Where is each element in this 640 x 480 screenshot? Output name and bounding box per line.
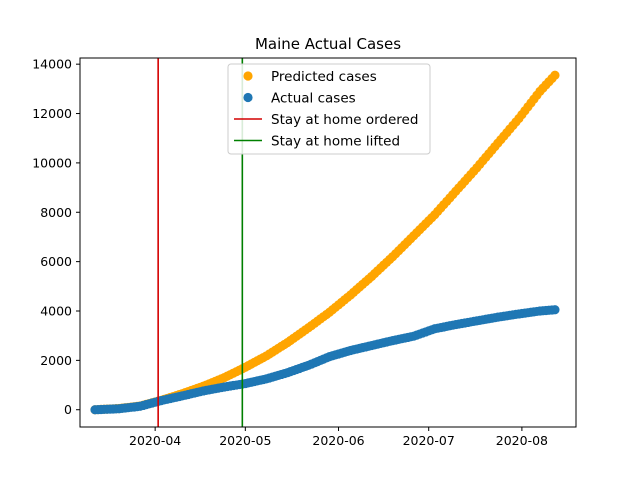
series-actual-cases <box>90 305 560 415</box>
legend-entry-predicted-cases: Predicted cases <box>243 69 377 85</box>
plot-layer <box>90 58 560 427</box>
y-tick-label: 10000 <box>32 155 72 170</box>
x-tick-label: 2020-08 <box>496 433 548 448</box>
legend-label: Actual cases <box>271 91 356 107</box>
legend-label: Predicted cases <box>271 69 377 85</box>
data-point <box>550 70 560 80</box>
y-tick-label: 0 <box>64 402 72 417</box>
legend-entry-stay-at-home-ordered: Stay at home ordered <box>234 112 418 128</box>
legend-marker <box>243 92 253 103</box>
data-point <box>550 305 560 315</box>
legend-marker <box>243 71 253 81</box>
y-tick-label: 14000 <box>32 57 72 72</box>
plot-frame <box>79 57 577 428</box>
chart-title: Maine Actual Cases <box>255 35 401 53</box>
axis-layer: 2020-04 2020-05 2020-06 2020-07 2020-08 0 2000… <box>32 57 548 448</box>
y-tick-label: 4000 <box>40 303 72 318</box>
legend-entry-stay-at-home-lifted: Stay at home lifted <box>234 134 400 150</box>
y-tick-label: 8000 <box>40 205 72 220</box>
legend: Predicted cases Actual cases Stay at home … <box>227 63 431 155</box>
legend-label: Stay at home lifted <box>271 134 400 150</box>
x-tick-label: 2020-06 <box>312 433 364 448</box>
y-tick-label: 12000 <box>32 106 72 121</box>
y-tick-label: 6000 <box>40 254 72 269</box>
x-tick-label: 2020-07 <box>403 433 455 448</box>
legend-box <box>227 63 431 155</box>
x-tick-label: 2020-04 <box>129 433 181 448</box>
x-tick-label: 2020-05 <box>219 433 271 448</box>
legend-entry-actual-cases: Actual cases <box>243 91 356 107</box>
y-tick-label: 2000 <box>40 353 72 368</box>
legend-label: Stay at home ordered <box>271 112 418 128</box>
